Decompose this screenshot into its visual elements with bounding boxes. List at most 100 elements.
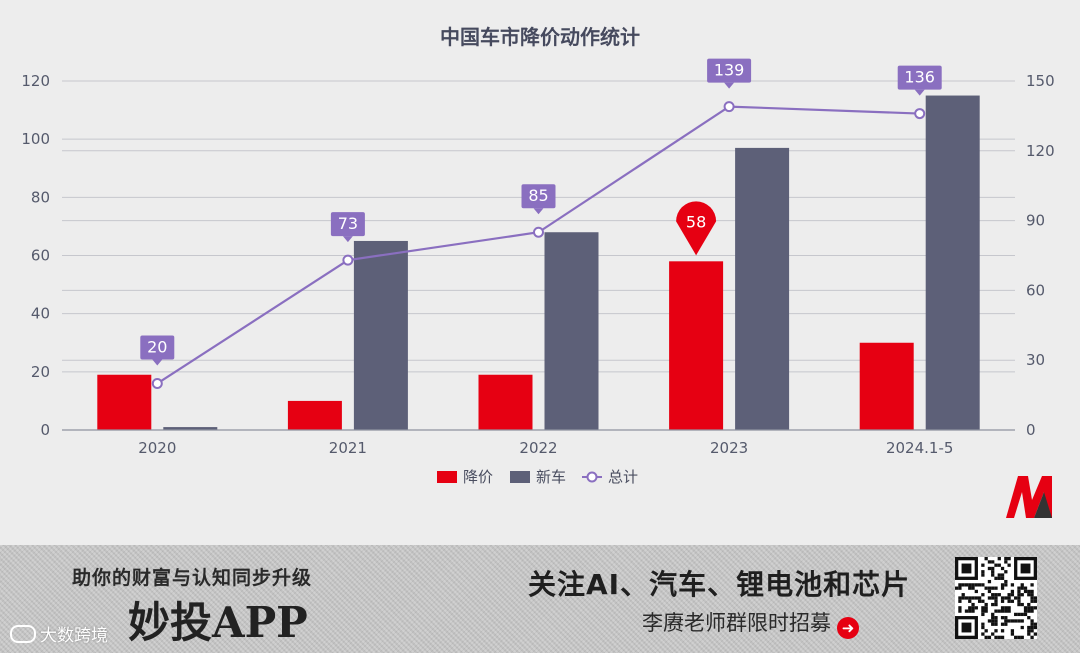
legend-label-总计[interactable]: 总计	[608, 468, 638, 486]
qr-module	[987, 560, 992, 564]
qr-module	[987, 589, 992, 594]
qr-module	[961, 593, 965, 597]
qr-module	[1007, 599, 1011, 603]
qr-module	[1020, 612, 1024, 617]
data-label: 20	[147, 337, 167, 356]
right-tick-label: 90	[1026, 212, 1045, 230]
qr-module	[1027, 629, 1031, 633]
bar-降价-2024.1-5	[859, 342, 914, 430]
legend-label-降价[interactable]: 降价	[463, 468, 493, 486]
legend-swatch-新车[interactable]	[510, 471, 530, 483]
qr-module	[964, 609, 969, 613]
qr-module	[971, 606, 975, 610]
banner-headline: 关注AI、汽车、锂电池和芯片	[528, 568, 911, 601]
watermark-text: 大数跨境	[40, 626, 108, 646]
qr-code-icon[interactable]	[955, 557, 1037, 639]
data-label-box	[707, 58, 752, 83]
qr-module	[955, 586, 959, 590]
highlight-label: 58	[686, 212, 706, 231]
qr-module	[984, 635, 988, 639]
data-label: 73	[338, 214, 358, 233]
qr-module	[981, 583, 985, 587]
qr-module	[1027, 632, 1031, 636]
data-label-pointer	[152, 359, 163, 366]
right-tick-label: 120	[1026, 142, 1055, 160]
qr-module	[994, 602, 998, 607]
qr-module	[961, 583, 965, 587]
qr-module	[997, 593, 1001, 597]
qr-module	[1010, 619, 1015, 623]
qr-module	[977, 599, 982, 603]
x-tick-label: 2023	[710, 439, 748, 457]
qr-module	[994, 596, 998, 600]
left-tick-label: 80	[31, 188, 50, 206]
qr-module	[968, 599, 972, 603]
qr-module	[958, 586, 962, 590]
qr-module	[968, 583, 972, 587]
qr-module	[958, 606, 962, 610]
bar-降价-2020	[97, 374, 152, 430]
x-tick-label: 2022	[519, 439, 557, 457]
qr-module	[1023, 586, 1028, 590]
right-tick-label: 60	[1026, 281, 1045, 299]
qr-module	[1033, 622, 1037, 626]
qr-module	[1030, 619, 1034, 623]
qr-module	[1033, 632, 1037, 636]
legend-swatch-降价[interactable]	[437, 471, 457, 483]
qr-module	[1030, 593, 1034, 597]
qr-module	[994, 616, 998, 620]
qr-module	[1004, 622, 1008, 626]
qr-module	[991, 570, 995, 574]
qr-module	[991, 566, 995, 571]
qr-module	[1027, 602, 1031, 607]
qr-module	[997, 563, 1001, 567]
qr-module	[1027, 606, 1031, 610]
qr-module	[1007, 557, 1011, 561]
qr-module	[1000, 629, 1005, 633]
qr-module	[1030, 635, 1034, 639]
qr-module	[991, 602, 995, 607]
qr-module	[981, 563, 985, 567]
qr-module	[977, 596, 982, 600]
qr-module	[991, 573, 995, 577]
line-point-2024.1-5	[914, 108, 926, 120]
watermark: 大数跨境	[10, 621, 108, 646]
qr-module	[1000, 576, 1005, 580]
line-point-2021	[342, 254, 354, 266]
data-label-pointer	[342, 236, 353, 243]
qr-module	[1030, 599, 1034, 603]
qr-module	[997, 557, 1001, 561]
qr-module	[1000, 622, 1005, 626]
qr-module	[1030, 596, 1034, 600]
qr-module	[964, 596, 969, 600]
qr-module	[1007, 619, 1011, 623]
bar-降价-2021	[287, 400, 342, 430]
legend-label-新车[interactable]: 新车	[536, 468, 566, 486]
qr-module	[1000, 635, 1005, 639]
line-总计	[156, 105, 920, 385]
qr-module	[984, 609, 988, 613]
x-tick-label: 2021	[329, 439, 367, 457]
banner-subline[interactable]: 李赓老师群限时招募 ➜	[642, 607, 859, 639]
left-tick-label: 40	[31, 305, 50, 323]
qr-module	[994, 593, 998, 597]
qr-module	[1004, 619, 1008, 623]
qr-module	[981, 625, 985, 630]
right-tick-label: 150	[1026, 72, 1055, 90]
x-tick-label: 2024.1-5	[886, 439, 953, 457]
qr-module	[991, 619, 995, 623]
qr-module	[994, 635, 998, 639]
legend-marker-总计[interactable]	[586, 471, 598, 483]
qr-module	[1010, 629, 1015, 633]
qr-module	[1010, 632, 1015, 636]
qr-module	[987, 596, 992, 600]
qr-module	[991, 612, 995, 617]
qr-module	[987, 619, 992, 623]
qr-module	[968, 586, 972, 590]
qr-module	[994, 586, 998, 590]
qr-module	[994, 622, 998, 626]
qr-module	[1030, 622, 1034, 626]
qr-module	[1027, 609, 1031, 613]
qr-module	[994, 609, 998, 613]
left-tick-label: 20	[31, 363, 50, 381]
